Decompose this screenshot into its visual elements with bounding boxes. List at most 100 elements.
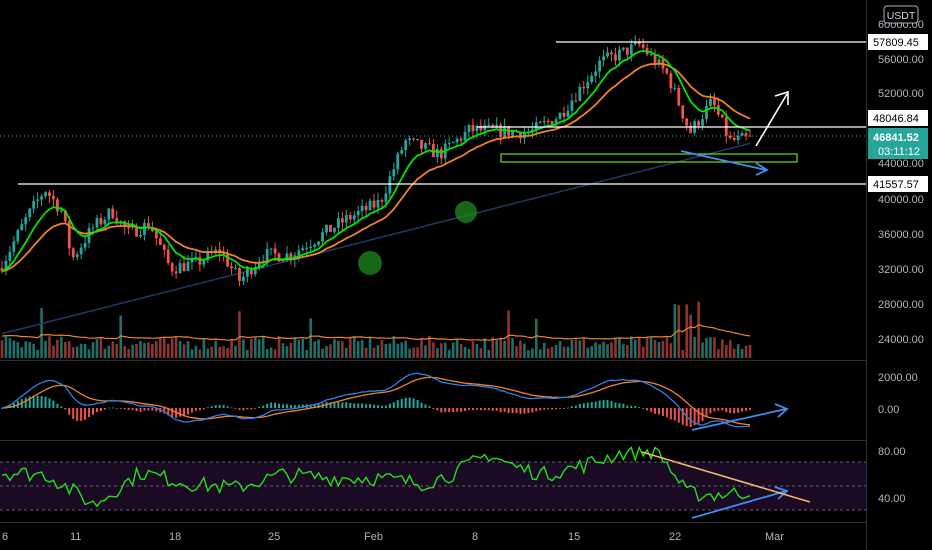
candle-body — [503, 126, 507, 138]
volume-bar — [186, 341, 190, 358]
volume-bar — [71, 347, 75, 358]
candle-body — [28, 208, 32, 218]
macd-indicator — [0, 372, 752, 428]
volume-bar — [265, 348, 269, 358]
candle-body — [606, 52, 609, 57]
volume-bar — [158, 337, 162, 358]
volume-bar — [546, 348, 550, 358]
volume-bar — [202, 338, 206, 358]
volume-bar — [499, 337, 502, 358]
candle-body — [566, 110, 570, 117]
rsi-trendline[interactable] — [641, 451, 811, 503]
candle-body — [75, 254, 79, 258]
rsi-divergence-arrow[interactable] — [691, 486, 789, 519]
macd-histogram-bar — [392, 402, 395, 408]
macd-histogram-bar — [187, 408, 189, 415]
macd-histogram-bar — [428, 406, 431, 408]
macd-histogram-bar — [646, 408, 649, 411]
macd-histogram-bar — [365, 404, 368, 408]
volume-bar — [709, 337, 712, 358]
currency-selector[interactable]: USDT — [883, 5, 919, 24]
candle-body — [337, 218, 340, 228]
macd-histogram-bar — [163, 408, 166, 414]
macd-divergence-arrow[interactable] — [691, 403, 789, 431]
macd-histogram-bar — [503, 408, 506, 413]
volume-bar — [602, 341, 605, 358]
macd-histogram-bar — [357, 403, 360, 408]
macd-histogram-bar — [123, 408, 126, 410]
volume-bar — [99, 338, 103, 358]
price-tick: 52000.00 — [878, 88, 924, 100]
volume-bar — [724, 344, 728, 358]
candle-body — [115, 218, 119, 224]
macd-histogram-bar — [495, 408, 498, 411]
candle-body — [602, 56, 605, 61]
volume-bar — [131, 344, 134, 358]
volume-bar — [368, 337, 372, 358]
time-tick: 6 — [2, 531, 8, 543]
candle-body — [562, 112, 566, 117]
candle-body — [143, 223, 146, 236]
volume-bar — [641, 346, 645, 358]
candle-body — [249, 268, 253, 275]
volume-bar — [360, 339, 364, 358]
macd-histogram-bar — [452, 408, 455, 413]
macd-histogram-bar — [361, 403, 364, 408]
volume-bar — [56, 339, 59, 358]
candle-body — [625, 47, 629, 55]
volume-bar — [147, 342, 150, 358]
macd-histogram-bar — [638, 407, 641, 408]
volume-bar — [463, 347, 467, 358]
macd-histogram-bar — [179, 408, 182, 417]
macd-histogram-bar — [598, 400, 601, 408]
candle-body — [107, 208, 111, 220]
macd-histogram-bar — [618, 403, 621, 408]
macd-histogram-bar — [527, 408, 530, 414]
macd-histogram-bar — [388, 403, 391, 408]
ema-fast-line — [1, 49, 751, 273]
volume-bar — [566, 346, 570, 358]
volume-bar — [372, 347, 376, 358]
macd-histogram-bar — [313, 404, 316, 408]
candle-body — [657, 59, 661, 65]
candle-body — [127, 227, 131, 229]
candle-body — [111, 208, 115, 219]
candle-body — [546, 120, 550, 122]
volume-bar — [542, 342, 546, 358]
macd-histogram-bar — [499, 408, 502, 413]
arrow-up-annotation[interactable] — [755, 90, 789, 147]
volume-bar — [317, 339, 320, 358]
volume-bar — [123, 345, 126, 358]
candle-body — [637, 41, 641, 45]
volume-bar — [534, 318, 538, 358]
macd-histogram-bar — [673, 408, 676, 421]
price-divergence-arrow[interactable] — [680, 150, 769, 176]
candle-body — [439, 148, 443, 159]
macd-histogram-bar — [404, 397, 407, 408]
candle-body — [352, 215, 356, 220]
candle-body — [67, 221, 71, 249]
volume-bar — [285, 346, 289, 358]
candle-body — [435, 148, 439, 158]
volume-bar — [606, 344, 609, 358]
macd-histogram-bar — [574, 405, 577, 408]
price-axis: 60000.00 56000.00 52000.00 44000.00 4000… — [878, 19, 924, 346]
candle-body — [281, 260, 285, 262]
volume-bar — [257, 339, 261, 358]
support-zone-box[interactable] — [500, 153, 798, 163]
macd-histogram-bar — [448, 408, 451, 413]
long-moving-average — [1, 142, 751, 335]
candle-body — [0, 268, 4, 272]
macd-line — [1, 372, 751, 428]
volume-bar — [479, 348, 483, 358]
volume-bar — [345, 347, 348, 358]
macd-histogram-bar — [725, 408, 728, 413]
candle-body — [234, 267, 237, 269]
macd-histogram-bar — [345, 402, 348, 408]
volume-bar — [590, 346, 594, 358]
volume-bar — [586, 347, 590, 358]
volume-bar — [503, 340, 506, 358]
candle-body — [71, 248, 75, 258]
candle-body — [20, 224, 24, 231]
